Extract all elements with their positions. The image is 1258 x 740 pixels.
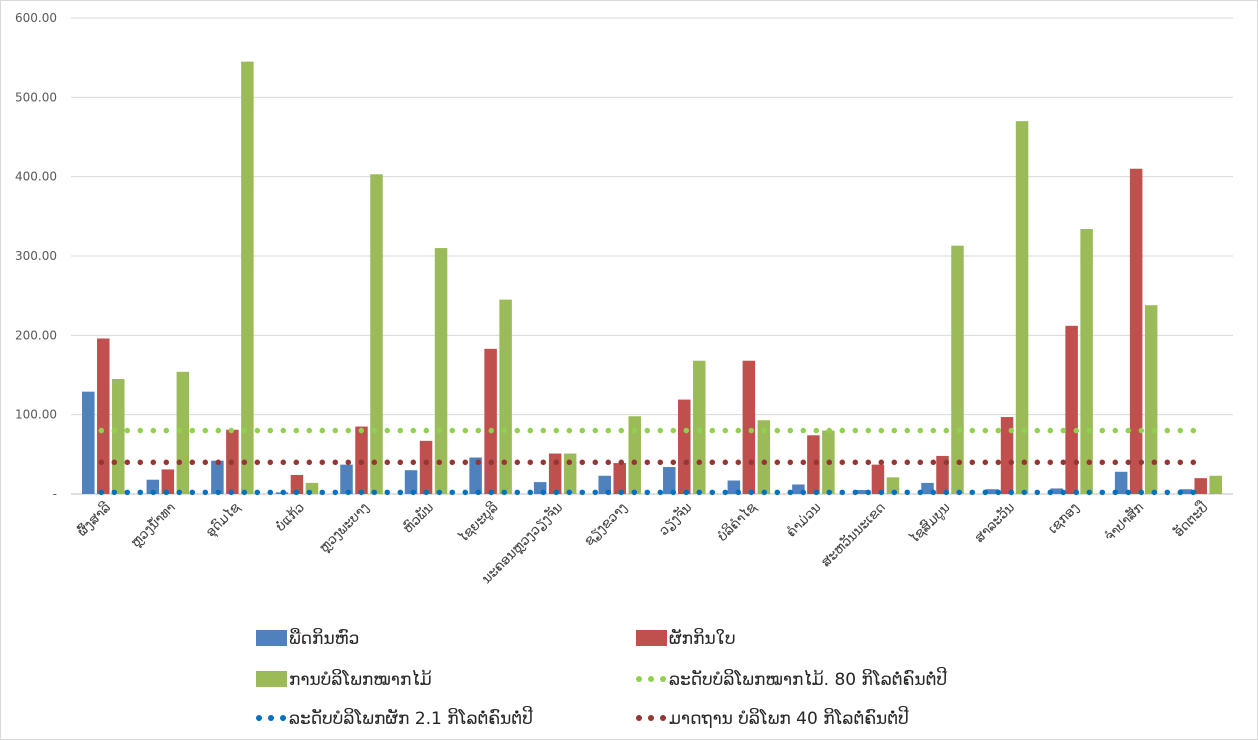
legend-label: ມາດຖານ ບໍລິໂພກ 40 ກິໂລຕໍ່ຄົນຕໍ່ປີ (669, 706, 909, 729)
legend-marker (660, 715, 666, 721)
x-tick-label: ສາລະວັນ (972, 500, 1018, 546)
bar (807, 435, 820, 494)
bar (419, 440, 433, 494)
bar (613, 463, 626, 494)
x-tick-label: ເຊກອງ (1046, 500, 1083, 537)
x-tick-label: ໄຊສົມບູນ (906, 500, 953, 547)
bar (404, 470, 418, 494)
reference-lines (98, 427, 1206, 496)
bar (742, 360, 756, 494)
bar (1065, 325, 1078, 494)
bar (484, 348, 497, 494)
legend-marker (648, 715, 654, 721)
bar (598, 475, 611, 494)
bar (161, 469, 175, 494)
bar (241, 61, 254, 495)
bar (757, 420, 771, 494)
bar (469, 457, 482, 494)
bar (434, 248, 448, 494)
x-tick-label: ສະຫວັນນະເຂດ (819, 500, 889, 570)
bar (548, 453, 562, 494)
bar (1050, 488, 1063, 494)
legend-label: ລະດັບບໍລິໂພກຜັກ 2.1 ກິໂລຕໍ່ຄົນຕໍ່ປີ (289, 706, 533, 729)
legend-swatch (256, 630, 287, 646)
legend-marker (636, 676, 642, 682)
x-tick-label: ຜົ້ງສາລີ (74, 499, 114, 539)
bar (985, 489, 999, 494)
bar (1209, 475, 1222, 494)
x-tick-label: ຫຼວງພະບາງ (317, 500, 373, 556)
legend-marker (280, 715, 286, 721)
bar (1015, 121, 1029, 494)
y-tick-label: - (53, 487, 57, 501)
x-tick-label: ວຽງຈັນ (656, 500, 695, 539)
bar (628, 416, 641, 494)
bar (370, 174, 383, 494)
bar (678, 399, 691, 494)
bar (921, 482, 934, 494)
bar (305, 482, 319, 494)
bar (886, 477, 900, 494)
legend-label: ພືດກິນຫົວ (289, 627, 359, 649)
bar (663, 467, 676, 494)
bar (499, 299, 512, 494)
x-tick-label: ໄຊຍະບູລີ (455, 499, 501, 545)
bar (871, 464, 885, 494)
y-tick-label: 300.00 (15, 249, 57, 263)
bar (146, 479, 160, 494)
bar (936, 455, 949, 494)
x-axis-labels: ຜົ້ງສາລີ ຫຼວງນ້ຳທາ ອຸດົມໄຊ ບໍ່ແກ້ວ ຫຼວງພະບາງ… (74, 498, 1212, 586)
bar (563, 453, 577, 494)
bar (1000, 417, 1014, 494)
legend-marker (660, 676, 666, 682)
y-tick-label: 200.00 (15, 328, 57, 342)
legend-marker (268, 715, 274, 721)
x-tick-label: ຫຼວງນ້ຳທາ (128, 500, 179, 551)
y-tick-label: 600.00 (15, 11, 57, 25)
x-tick-label: ຊຽງຂວາງ (582, 500, 631, 549)
bar (82, 391, 95, 494)
bar (792, 484, 805, 494)
bar (290, 474, 304, 494)
bar (1144, 305, 1158, 494)
gridlines (71, 17, 1233, 495)
y-tick-label: 100.00 (15, 408, 57, 422)
legend-label: ຜັກກິນໃບ (669, 627, 736, 649)
bar (1114, 471, 1128, 494)
y-tick-label: 500.00 (15, 90, 57, 104)
legend-swatch (256, 671, 287, 687)
y-axis-ticks: 600.00 500.00 400.00 300.00 200.00 100.00 - (15, 11, 57, 501)
x-tick-label: ຄຳມ່ວນ (784, 500, 824, 540)
x-tick-label: ອຸດົມໄຊ (203, 499, 244, 540)
x-tick-label: ອັດຕະປື (1170, 498, 1212, 540)
legend-marker (636, 715, 642, 721)
legend-marker (256, 715, 262, 721)
bar (340, 464, 353, 494)
bar (112, 378, 125, 494)
legend-label: ການບໍລິໂພກໝາກໄມ້ (289, 669, 432, 690)
x-tick-label: ຈຳປາສັກ (1102, 500, 1147, 545)
y-tick-label: 400.00 (15, 170, 57, 184)
legend-marker (648, 676, 654, 682)
bar (211, 460, 224, 494)
bar (856, 490, 870, 494)
legend-swatch (636, 630, 667, 646)
legend-label: ລະດັບບໍລິໂພກໝາກໄມ້. 80 ກິໂລຕໍ່ຄົນຕໍ່ປີ (669, 667, 947, 690)
bar (1129, 168, 1143, 494)
bar (693, 360, 706, 494)
bar (533, 482, 547, 494)
x-tick-label: ບໍ່ແກ້ວ (273, 500, 308, 535)
x-tick-label: ບໍລິຄຳໄຊ (714, 499, 759, 544)
bar (1194, 478, 1207, 494)
x-tick-label: ຫົວພັນ (400, 500, 436, 536)
bar (1080, 229, 1093, 494)
bar (97, 338, 110, 494)
bar (1179, 489, 1192, 494)
bar (951, 245, 964, 494)
